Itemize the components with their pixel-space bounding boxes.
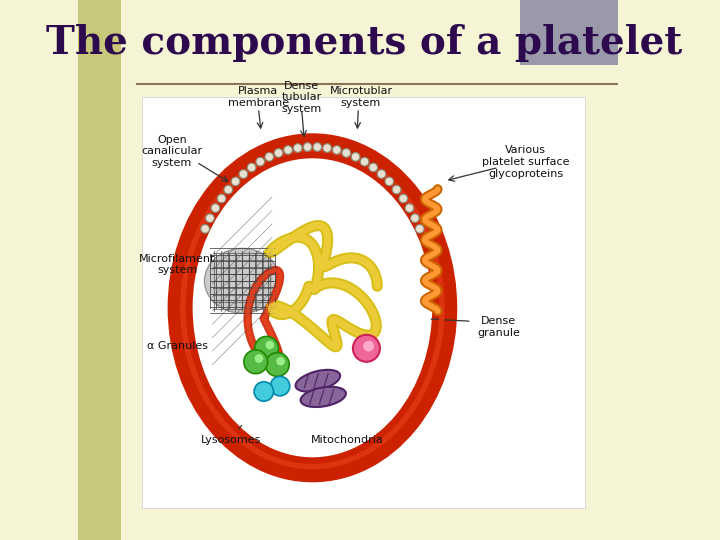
Text: Various
platelet surface
glycoproteins: Various platelet surface glycoproteins [482,145,570,179]
Ellipse shape [300,387,346,407]
Circle shape [410,214,419,222]
Circle shape [363,341,374,352]
Ellipse shape [204,248,280,313]
Circle shape [270,376,289,396]
Circle shape [274,148,283,157]
FancyBboxPatch shape [143,97,585,508]
Ellipse shape [295,370,340,392]
Circle shape [256,157,264,166]
Circle shape [254,382,274,401]
Circle shape [265,152,274,161]
FancyBboxPatch shape [78,0,121,540]
Circle shape [201,225,210,233]
Circle shape [206,214,215,222]
Text: Open
canalicular
system: Open canalicular system [141,134,202,168]
Text: Dense
tubular
system: Dense tubular system [282,80,322,114]
Circle shape [247,163,256,172]
Text: Lysosomes: Lysosomes [201,435,261,445]
Text: Mitochondria: Mitochondria [311,435,384,445]
FancyBboxPatch shape [521,0,618,65]
Circle shape [415,225,424,233]
Circle shape [405,204,414,212]
Circle shape [385,177,394,186]
Text: Microtublar
system: Microtublar system [330,86,392,108]
Circle shape [313,143,322,151]
Circle shape [276,357,285,366]
Circle shape [294,144,302,152]
Circle shape [351,152,360,161]
Circle shape [323,144,331,152]
Circle shape [266,341,274,349]
Circle shape [353,335,380,362]
Circle shape [333,146,341,154]
Circle shape [255,354,264,363]
Text: Dense
granule: Dense granule [477,316,520,338]
Text: α Granules: α Granules [147,341,208,350]
Circle shape [303,143,312,151]
Circle shape [255,336,279,360]
Circle shape [224,185,233,194]
Circle shape [342,148,351,157]
Ellipse shape [194,162,431,454]
Circle shape [377,170,386,178]
Circle shape [239,170,248,178]
Circle shape [231,177,240,186]
Text: Plasma
membrane: Plasma membrane [228,86,289,108]
Circle shape [284,146,292,154]
Text: Microfilament
system: Microfilament system [139,254,215,275]
Circle shape [392,185,401,194]
Circle shape [244,350,268,374]
Circle shape [266,353,289,376]
Circle shape [217,194,226,203]
Circle shape [360,157,369,166]
Text: The components of a platelet: The components of a platelet [45,24,682,62]
Circle shape [369,163,377,172]
Circle shape [399,194,408,203]
Circle shape [211,204,220,212]
